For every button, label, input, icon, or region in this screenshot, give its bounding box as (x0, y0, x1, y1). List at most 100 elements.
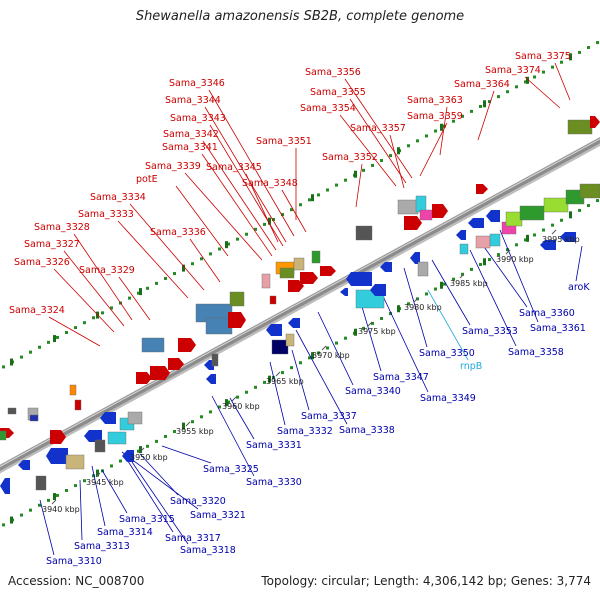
topology-summary: Topology: circular; Length: 4,306,142 bp… (261, 574, 591, 588)
leader-line-top (209, 124, 284, 247)
track-dot (38, 503, 41, 507)
track-dot (524, 238, 527, 242)
track-dot (407, 302, 410, 306)
track-dot (56, 335, 59, 339)
track-dot (542, 228, 545, 232)
track-dot (173, 272, 176, 276)
track-dot (335, 341, 338, 345)
leader-line-bottom (229, 397, 255, 440)
gene-label-bottom: Sama_3349 (420, 393, 476, 404)
gene-label-top: Sama_3345 (206, 162, 262, 173)
track-dot (560, 218, 563, 222)
gene-arrow-forward (590, 116, 600, 128)
track-tick (10, 358, 13, 366)
leader-line-bottom (101, 469, 128, 514)
gene-label-bottom: Sama_3318 (180, 545, 236, 556)
track-dot (38, 345, 41, 349)
gene-block (415, 195, 427, 213)
track-dot (452, 277, 455, 281)
gene-arrow-reverse (560, 232, 576, 242)
gene-arrow-forward (150, 366, 170, 380)
track-dot (155, 439, 158, 443)
gene-label-top: Sama_3341 (162, 142, 218, 153)
leader-line-top (118, 276, 151, 321)
track-dot (578, 208, 581, 212)
track-dot (461, 114, 464, 118)
leader-line-top (129, 203, 205, 291)
kbp-tick-labels: 3940 kbp 3945 kbp 3950 kbp 3955 kbp 3960 kbp… (42, 229, 580, 514)
gene-arrow-reverse (340, 288, 348, 296)
gene-label-bottom: Sama_3340 (345, 386, 401, 397)
track-dot (155, 281, 158, 285)
leader-line-top (73, 233, 133, 321)
track-tick (225, 241, 228, 249)
kbp-tick-label: 3975 kbp (358, 327, 396, 336)
gene-label-bottom: Sama_3332 (277, 426, 333, 437)
gene-label-bottom: Sama_3317 (165, 533, 221, 544)
track-dot (362, 326, 365, 330)
track-tick (483, 100, 486, 108)
gene-block (417, 261, 429, 277)
gene-arrow-reverse (370, 284, 386, 296)
track-dot (317, 193, 320, 197)
gene-arrow-reverse (486, 210, 500, 222)
gene-block (543, 197, 569, 213)
gene-label-bottom: Sama_3313 (74, 541, 130, 552)
track-dot (263, 380, 266, 384)
gene-block (74, 399, 82, 411)
gene-arrow-forward (300, 272, 318, 284)
gene-block (0, 430, 7, 441)
leader-line-top (201, 153, 273, 257)
gene-label-top: Sama_3356 (305, 67, 361, 78)
gene-label-top: Sama_3326 (14, 257, 70, 268)
label-leader-lines (39, 62, 583, 556)
kbp-tick-mark (321, 345, 327, 351)
track-dot (227, 400, 230, 404)
track-dot (389, 154, 392, 158)
track-tick (268, 217, 271, 225)
gene-label-bottom: Sama_3337 (301, 411, 357, 422)
track-dot (515, 85, 518, 89)
accession-text: Accession: NC_008700 (8, 574, 145, 588)
gene-label-bottom: Sama_3320 (170, 496, 226, 507)
track-dot (389, 312, 392, 316)
track-dot (146, 286, 149, 290)
track-dot (326, 188, 329, 192)
gene-label-bottom: Sama_3358 (508, 347, 564, 358)
track-tick (53, 493, 56, 501)
gene-block (279, 267, 295, 279)
leader-line-top (477, 90, 495, 141)
track-dot (371, 163, 374, 167)
track-tick (311, 352, 314, 360)
track-dot (2, 523, 5, 527)
track-dot (56, 493, 59, 497)
genome-backbone (0, 136, 600, 474)
track-dot (227, 242, 230, 246)
track-dot (434, 287, 437, 291)
track-dot (137, 291, 140, 295)
gene-block (505, 211, 523, 227)
leader-line-bottom (161, 445, 212, 464)
leader-line-top (349, 98, 407, 184)
track-dot (74, 326, 77, 330)
track-tick (182, 422, 185, 430)
gene-label-bottom: Sama_3310 (46, 556, 102, 567)
track-dot (263, 222, 266, 226)
gene-label-top: Sama_3333 (78, 209, 134, 220)
leader-line-top (389, 134, 405, 189)
gene-labels: Sama_3375 Sama_3374 Sama_3364 Sama_3363 Sama… (9, 51, 590, 567)
gene-arrow-reverse (46, 448, 68, 464)
track-dot (335, 183, 338, 187)
gene-block (94, 439, 106, 453)
gene-label-top: Sama_3351 (256, 136, 312, 147)
leader-line-top (175, 185, 229, 257)
track-tick (569, 211, 572, 219)
leader-line-bottom (499, 229, 539, 323)
track-dot (344, 336, 347, 340)
track-dot (524, 80, 527, 84)
track-tick (569, 53, 572, 61)
gene-block (293, 257, 305, 271)
track-dot (380, 159, 383, 163)
gene-label-top: Sama_3339 (145, 161, 201, 172)
gene-arrow-reverse (456, 230, 466, 240)
